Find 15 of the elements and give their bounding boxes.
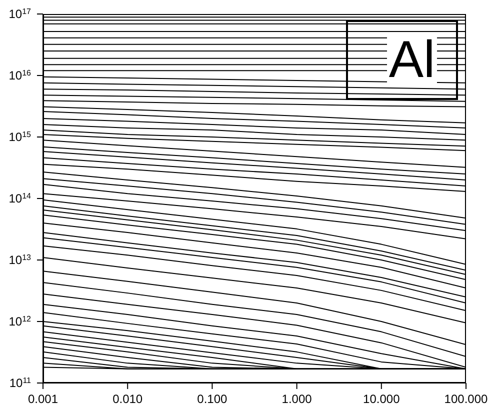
y-tick-label: 10$^{12}$ [8, 314, 32, 328]
y-tick-label: 10$^{14}$ [8, 191, 32, 206]
y-tick-label: 10$^{15}$ [8, 130, 32, 144]
x-tick-label: 1.000 [282, 392, 312, 406]
y-tick-label: 10$^{16}$ [8, 68, 32, 82]
y-tick-label: 10$^{17}$ [8, 6, 32, 21]
x-tick-label: 0.010 [112, 392, 143, 406]
x-tick-label: 0.001 [28, 392, 58, 406]
annotation: Al [386, 31, 438, 89]
x-tick-label: 100.000 [444, 392, 488, 406]
label-box: Al [346, 20, 458, 100]
x-tick-label: 0.100 [197, 392, 228, 406]
y-tick-label: 10$^{13}$ [8, 252, 32, 267]
y-tick-label: 10$^{11}$ [9, 376, 32, 390]
x-tick-label: 10.000 [363, 392, 400, 406]
